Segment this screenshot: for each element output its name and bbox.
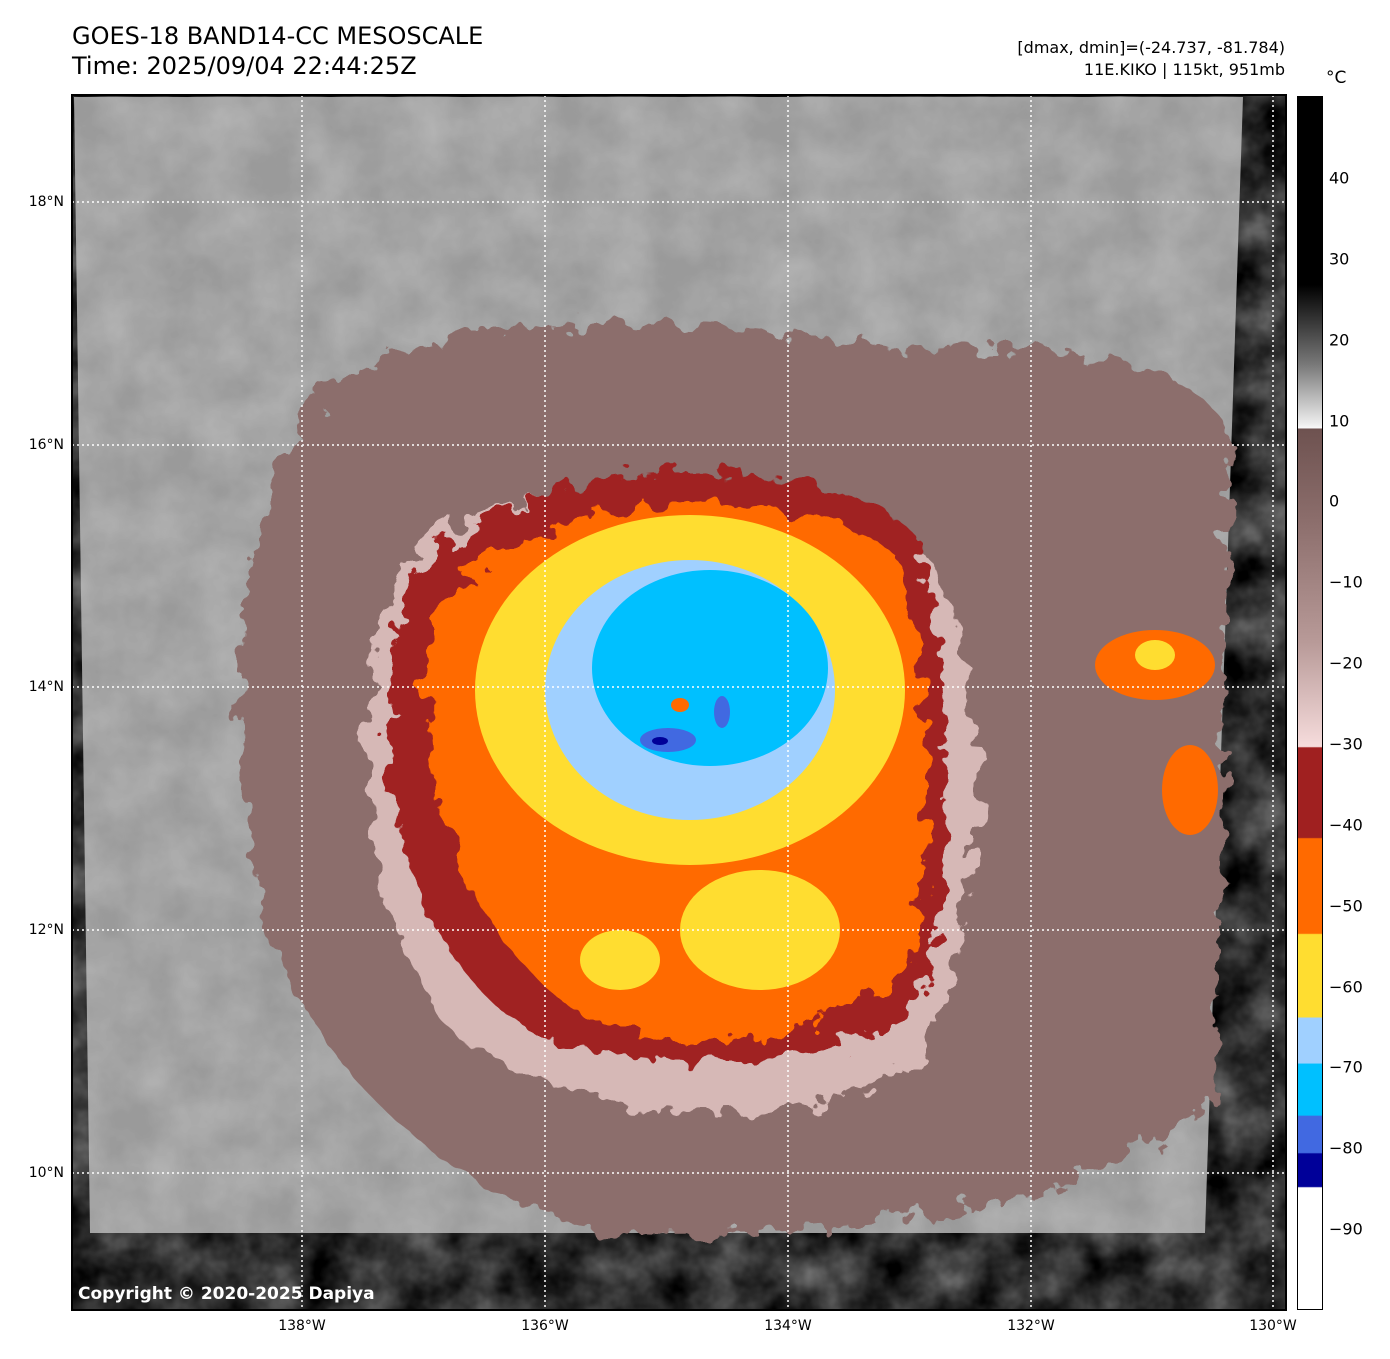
temperature-range: [dmax, dmin]=(-24.737, -81.784)	[1017, 38, 1285, 57]
lat-label: 12°N	[28, 922, 64, 938]
colorbar-tick-label: 40	[1329, 168, 1350, 188]
copyright: Copyright © 2020-2025 Dapiya	[78, 1284, 375, 1304]
lon-label: 130°W	[1249, 1318, 1297, 1334]
colorbar-tick-label: −80	[1329, 1138, 1363, 1158]
colorbar-tick-label: −40	[1329, 815, 1363, 835]
colorbar-tick-label: −20	[1329, 653, 1363, 673]
band-blue	[640, 728, 696, 752]
colorbar-tick-label: 10	[1329, 411, 1350, 431]
lon-label: 134°W	[764, 1318, 812, 1334]
lat-label: 18°N	[28, 194, 64, 210]
lat-label: 16°N	[28, 437, 64, 453]
gridlines	[72, 95, 1286, 1310]
plot-frame	[71, 94, 1287, 1311]
band-orange	[671, 698, 689, 712]
band-orange	[1162, 745, 1218, 835]
lon-label: 136°W	[521, 1318, 569, 1334]
lat-label: 10°N	[28, 1165, 64, 1181]
figure-time: Time: 2025/09/04 22:44:25Z	[72, 52, 417, 80]
lat-label: 14°N	[28, 679, 64, 695]
band-yellow	[580, 930, 660, 990]
colorbar-tick-label: −30	[1329, 734, 1363, 754]
lon-label: 138°W	[278, 1318, 326, 1334]
colorbar-tick-label: −90	[1329, 1219, 1363, 1239]
colorbar-tick-label: 30	[1329, 249, 1350, 269]
band-blue	[714, 696, 730, 728]
storm-info: 11E.KIKO | 115kt, 951mb	[1083, 60, 1285, 79]
colorbar-tick-label: −60	[1329, 977, 1363, 996]
colorbar-tick-label: −70	[1329, 1057, 1363, 1077]
colorbar-tick-label: 20	[1329, 330, 1350, 350]
band-yellow	[1135, 640, 1175, 670]
colorbar-tick-label: 0	[1329, 491, 1340, 511]
band-yellow	[680, 870, 840, 990]
band-navy	[652, 737, 668, 745]
band-cyan	[592, 570, 828, 766]
colorbar-tick-label: −10	[1329, 572, 1363, 592]
colorbar	[1297, 96, 1323, 1310]
lon-label: 132°W	[1007, 1318, 1055, 1334]
figure-title: GOES-18 BAND14-CC MESOSCALE	[72, 22, 484, 50]
colorbar-tick-label: −50	[1329, 896, 1363, 916]
colorbar-unit: °C	[1326, 68, 1347, 88]
